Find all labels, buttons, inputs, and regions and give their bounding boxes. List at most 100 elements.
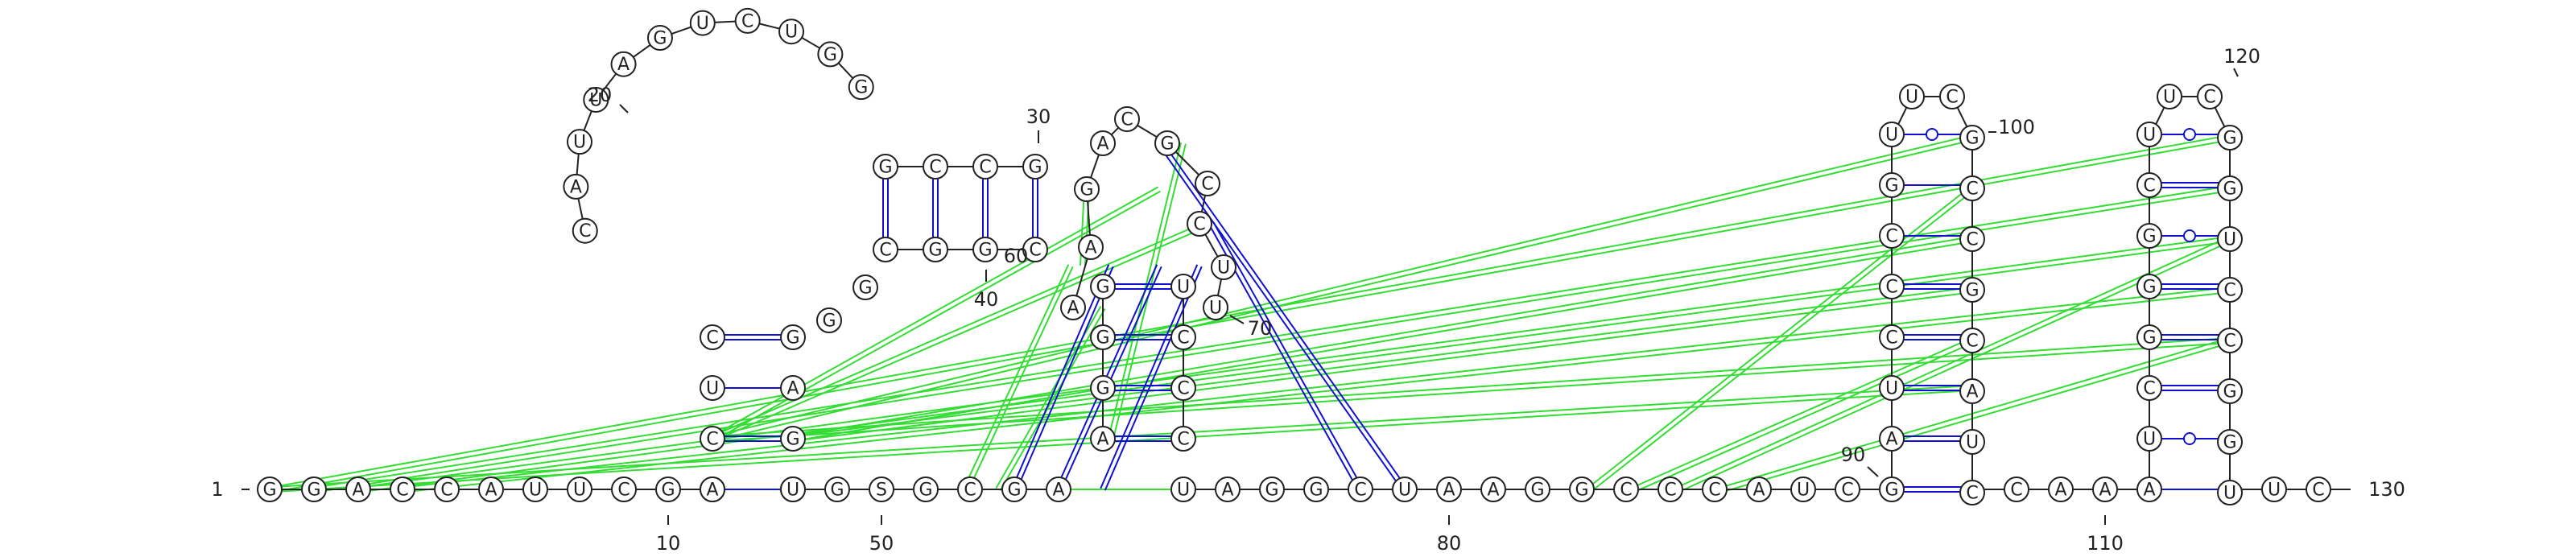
tertiary-link-12-a [1634,341,1974,493]
middle-strand-base-15: C [1835,477,1860,502]
tertiary-link-9-a [967,266,1074,491]
stem1-left-base-2-letter: U [706,379,719,399]
hairpin3-left-base-7: U [1879,122,1905,147]
middle-strand-base-15-circle [1835,477,1860,502]
tertiary-link-6-a [712,225,1209,442]
five-prime-tail-base-5: A [478,477,504,502]
hairpin1-loop-base-8: U [778,19,805,45]
hairpin3-left-base-0-letter: G [1885,481,1898,501]
hairpin4-loop-base-1: C [2197,84,2223,109]
long-pair-4-b [1164,154,1404,492]
stem2-bottom-base-1: G [923,237,948,262]
linker-base-4-letter: C [964,481,976,501]
hairpin1-loop-base-5-circle [646,25,673,52]
linker-base-1-letter: G [830,481,844,501]
hairpin4-right-base-4-letter: C [2223,332,2235,352]
stem2-bottom-base-2-circle [972,237,998,262]
stem3-left-base-0: A [1090,426,1116,452]
hairpin3-right-base-0-circle [1959,125,1985,151]
stem3-right-base-2-circle [1170,324,1196,350]
position-tick-20 [619,104,629,113]
h4-noncanonical-marker-1 [2183,432,2196,445]
three-prime-tail-base-1: C [2306,477,2331,502]
hairpin4-loop-base-1-letter: C [2203,88,2215,108]
stem3-right-base-1-letter: C [1177,379,1189,399]
five-prime-tail-base-6-letter: U [529,481,542,501]
middle-strand-base-7-letter: A [1487,481,1499,501]
stem1-right-base-1-letter: A [786,379,799,399]
stem1-right-base-2-circle [780,426,806,452]
five-prime-tail-base-5-letter: A [485,481,497,501]
stem3-right-base-2-letter: C [1177,328,1189,349]
five-prime-tail-base-1-letter: G [307,481,320,501]
linker-base-3-letter: G [919,481,932,501]
hairpin3-left-base-7-letter: U [1885,126,1898,146]
middle-strand-base-14: U [1790,477,1816,502]
stem2-top-base-0-circle [873,154,898,179]
tertiary-link-11-a [1591,189,1975,493]
long-pair-3-a [1212,222,1364,489]
position-tick-70 [1229,315,1245,324]
position-label-110: 110 [2087,532,2124,555]
five-prime-tail-base-8-circle [611,477,637,502]
stem2-bottom-base-0-letter: C [879,241,891,261]
hairpin4-left-base-2-circle [2136,375,2162,401]
hairpin4-left-base-6-circle [2136,172,2162,198]
stem1-right-base-2-letter: G [786,430,799,450]
tertiary-link-2-a [362,240,2231,493]
hairpin4-left-base-1-letter: U [2143,430,2156,450]
hairpin4-right-base-1: G [2217,175,2243,201]
hairpin4-left-base-4-circle [2136,274,2162,299]
hairpin4-right-base-6-letter: G [2223,433,2236,453]
hairpin2-loop-base-9-letter: U [1209,299,1222,319]
five-prime-tail-base-6-circle [522,477,548,502]
hairpin1-loop-base-0-circle [572,217,598,244]
five-prime-tail-base-3: C [390,477,415,502]
hairpin1-loop-base-2: U [566,129,592,155]
linker-base-1-circle [824,477,850,502]
stem3-left-base-2-letter: G [1096,328,1109,349]
stem2-top-base-3: G [1022,154,1048,179]
hairpin3-right-base-4: C [1959,328,1985,353]
hairpin4-left-base-3-letter: G [2142,328,2156,349]
five-prime-tail-base-5-circle [478,477,504,502]
position-label-60: 60 [1004,245,1029,267]
hairpin4-left-base-0: A [2136,477,2162,502]
hairpin1-loop-base-3-circle [583,86,609,113]
hairpin2-loop-base-4: C [1114,106,1140,132]
position-label-50: 50 [869,532,894,555]
five-prime-tail-base-7-circle [567,477,592,502]
middle-strand-base-1-letter: A [1221,481,1233,501]
linker-base-6: A [1046,477,1071,502]
tertiary-link-16-a [712,138,1973,442]
hairpin3-right-base-5-circle [1959,378,1985,404]
three-prime-tail-base-0-letter: U [2268,481,2281,501]
hairpin3-right-base-1-circle [1959,175,1985,201]
stem3-left-base-2: G [1090,324,1116,350]
hairpin4-right-base-2-letter: U [2223,230,2236,250]
tertiary-link-9-b [963,264,1070,489]
hairpin2-loop-base-4-circle [1114,106,1140,132]
tertiary-link-7-a [793,240,1973,442]
hairpin1_right-base-0: G [852,274,878,300]
stem3-left-base-3: G [1090,274,1116,299]
stem3-left-base-1-letter: G [1096,379,1109,399]
linker-base-1: G [824,477,850,502]
hairpin4-left-base-0-circle [2136,477,2162,502]
stem1-right-base-3-letter: U [786,481,799,501]
hairpin4-left-base-0-letter: A [2143,481,2155,501]
three-prime-tail-base-0-circle [2261,477,2287,502]
stem2-top-base-1: C [923,154,948,179]
linker-base-5-circle [1001,477,1027,502]
hairpin2-loop-base-1-circle [1078,234,1104,260]
hairpin4-left-base-4-letter: G [2142,278,2156,298]
hairpin2-loop-base-8-letter: U [1217,258,1230,278]
stem2-top-base-2-circle [972,154,998,179]
middle-strand-base-2: G [1259,477,1285,502]
hairpin4-right-base-5-circle [2217,378,2243,404]
middle-strand-base-8-circle [1525,477,1550,502]
five-prime-tail-base-1-circle [301,477,327,502]
hairpin3-right-base-2-circle [1959,226,1985,252]
tertiary-link-14-a [1723,341,2231,493]
stem1-left-base-3-letter: C [706,328,718,349]
